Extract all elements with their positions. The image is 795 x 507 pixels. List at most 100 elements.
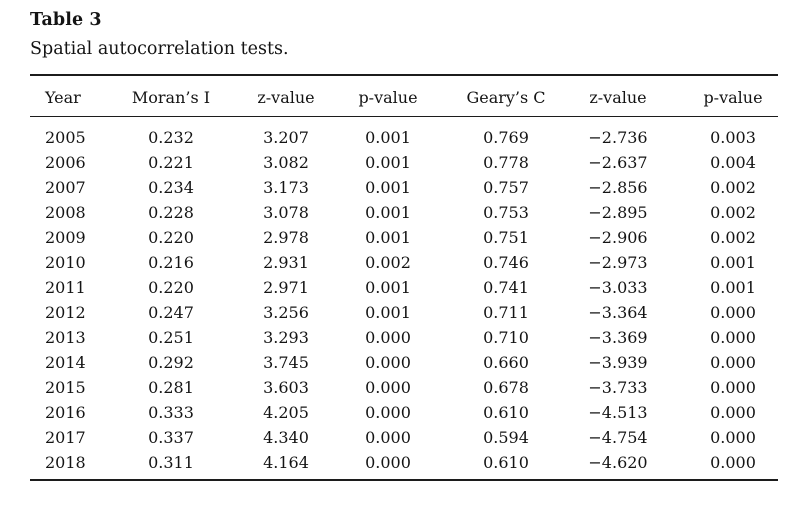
value-cell: 2.931 — [263, 253, 309, 272]
column-header-6-p-value: p-value — [664, 75, 778, 117]
value-cell: 0.337 — [148, 428, 194, 447]
table-row-2005: 2005 0.232 3.207 0.001 0.769 −2.736 0.003 — [30, 117, 778, 151]
year-cell: 2013 — [45, 328, 86, 347]
value-cell: 4.340 — [263, 428, 309, 447]
value-cell: 0.000 — [365, 428, 411, 447]
value-cell: 0.002 — [710, 228, 756, 247]
value-cell: −3.369 — [588, 328, 648, 347]
value-cell: 0.753 — [483, 203, 529, 222]
table-row-2014: 2014 0.292 3.745 0.000 0.660 −3.939 0.000 — [30, 350, 778, 375]
value-cell: 4.205 — [263, 403, 309, 422]
value-cell: −2.637 — [588, 153, 648, 172]
year-cell: 2016 — [45, 403, 86, 422]
table-row-2010: 2010 0.216 2.931 0.002 0.746 −2.973 0.001 — [30, 250, 778, 275]
value-cell: 3.256 — [263, 303, 309, 322]
value-cell: 0.000 — [710, 328, 756, 347]
year-cell: 2012 — [45, 303, 86, 322]
table-row-2015: 2015 0.281 3.603 0.000 0.678 −3.733 0.000 — [30, 375, 778, 400]
value-cell: 0.610 — [483, 453, 529, 472]
value-cell: −2.736 — [588, 128, 648, 147]
value-cell: 0.221 — [148, 153, 194, 172]
value-cell: −4.754 — [588, 428, 648, 447]
table-caption: Spatial autocorrelation tests. — [30, 39, 289, 59]
value-cell: 0.251 — [148, 328, 194, 347]
value-cell: 0.220 — [148, 228, 194, 247]
value-cell: 0.292 — [148, 353, 194, 372]
value-cell: 0.778 — [483, 153, 529, 172]
table-body: 2005 0.232 3.207 0.001 0.769 −2.736 0.003 2006 0… — [30, 117, 778, 481]
value-cell: 3.293 — [263, 328, 309, 347]
value-cell: −2.906 — [588, 228, 648, 247]
value-cell: 0.000 — [365, 378, 411, 397]
value-cell: 0.002 — [710, 178, 756, 197]
value-cell: 0.001 — [365, 228, 411, 247]
year-cell: 2007 — [45, 178, 86, 197]
table-row-2009: 2009 0.220 2.978 0.001 0.751 −2.906 0.002 — [30, 225, 778, 250]
value-cell: 0.002 — [365, 253, 411, 272]
column-header-4-geary-s-c: Geary’s C — [440, 75, 572, 117]
value-cell: 0.711 — [483, 303, 529, 322]
value-cell: 0.678 — [483, 378, 529, 397]
value-cell: 0.000 — [710, 428, 756, 447]
table-row-2016: 2016 0.333 4.205 0.000 0.610 −4.513 0.000 — [30, 400, 778, 425]
value-cell: 0.216 — [148, 253, 194, 272]
value-cell: 3.745 — [263, 353, 309, 372]
value-cell: −2.895 — [588, 203, 648, 222]
year-cell: 2010 — [45, 253, 86, 272]
year-cell: 2005 — [45, 128, 86, 147]
column-header-2-z-value: z-value — [236, 75, 336, 117]
year-cell: 2011 — [45, 278, 86, 297]
column-header-0-year: Year — [30, 75, 106, 117]
column-header-1-moran-s-i: Moran’s I — [106, 75, 236, 117]
year-cell: 2018 — [45, 453, 86, 472]
value-cell: 0.757 — [483, 178, 529, 197]
table-row-2006: 2006 0.221 3.082 0.001 0.778 −2.637 0.004 — [30, 150, 778, 175]
value-cell: 0.001 — [710, 253, 756, 272]
table-row-2007: 2007 0.234 3.173 0.001 0.757 −2.856 0.002 — [30, 175, 778, 200]
table-3-block: Table 3 Spatial autocorrelation tests. Y… — [30, 6, 778, 481]
value-cell: 3.078 — [263, 203, 309, 222]
value-cell: 0.000 — [710, 453, 756, 472]
value-cell: 0.001 — [365, 203, 411, 222]
value-cell: 0.000 — [710, 353, 756, 372]
value-cell: 0.710 — [483, 328, 529, 347]
value-cell: 0.001 — [365, 303, 411, 322]
year-cell: 2009 — [45, 228, 86, 247]
table-row-2017: 2017 0.337 4.340 0.000 0.594 −4.754 0.000 — [30, 425, 778, 450]
table-label: Table 3 — [30, 10, 102, 30]
value-cell: −4.513 — [588, 403, 648, 422]
value-cell: 2.971 — [263, 278, 309, 297]
table-row-2012: 2012 0.247 3.256 0.001 0.711 −3.364 0.000 — [30, 300, 778, 325]
year-cell: 2006 — [45, 153, 86, 172]
value-cell: −2.973 — [588, 253, 648, 272]
value-cell: 3.207 — [263, 128, 309, 147]
column-header-5-z-value: z-value — [572, 75, 664, 117]
value-cell: −3.033 — [588, 278, 648, 297]
value-cell: 0.281 — [148, 378, 194, 397]
value-cell: 0.220 — [148, 278, 194, 297]
value-cell: −3.733 — [588, 378, 648, 397]
value-cell: 0.000 — [710, 378, 756, 397]
table-row-2008: 2008 0.228 3.078 0.001 0.753 −2.895 0.002 — [30, 200, 778, 225]
value-cell: 3.173 — [263, 178, 309, 197]
table-row-2013: 2013 0.251 3.293 0.000 0.710 −3.369 0.000 — [30, 325, 778, 350]
value-cell: 4.164 — [263, 453, 309, 472]
year-cell: 2017 — [45, 428, 86, 447]
value-cell: 0.000 — [365, 328, 411, 347]
value-cell: 0.247 — [148, 303, 194, 322]
value-cell: 0.004 — [710, 153, 756, 172]
value-cell: 0.000 — [365, 403, 411, 422]
value-cell: 0.660 — [483, 353, 529, 372]
value-cell: 0.000 — [365, 353, 411, 372]
value-cell: 0.228 — [148, 203, 194, 222]
value-cell: −4.620 — [588, 453, 648, 472]
year-cell: 2014 — [45, 353, 86, 372]
value-cell: 2.978 — [263, 228, 309, 247]
value-cell: 0.746 — [483, 253, 529, 272]
value-cell: 0.594 — [483, 428, 529, 447]
table-row-2011: 2011 0.220 2.971 0.001 0.741 −3.033 0.001 — [30, 275, 778, 300]
value-cell: 0.001 — [365, 153, 411, 172]
